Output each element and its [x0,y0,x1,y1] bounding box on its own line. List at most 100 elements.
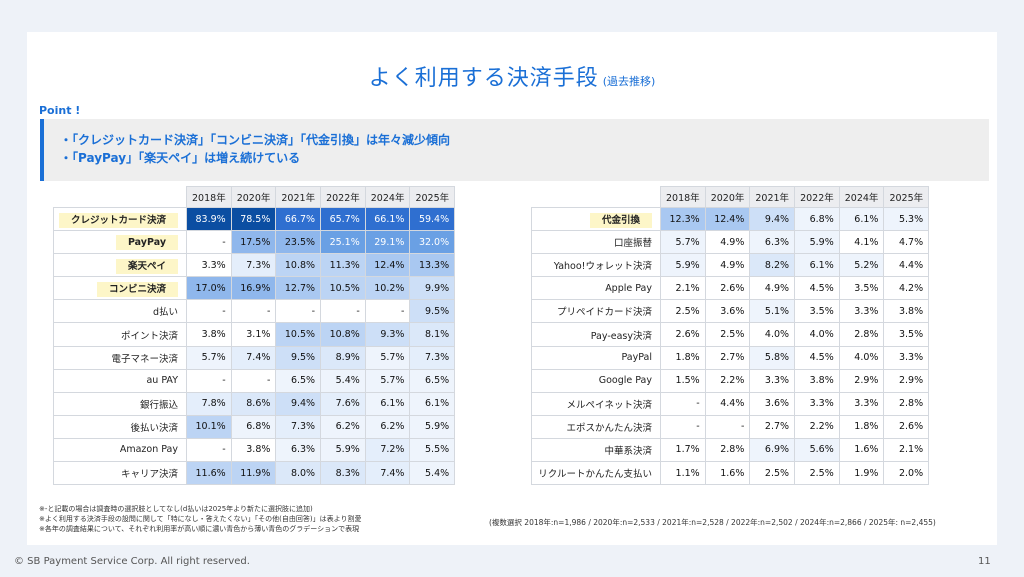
row-label-text: 楽天ペイ [116,259,179,275]
value-cell: 3.3% [794,391,840,416]
row-label: 代金引換 [531,206,661,232]
value-cell: 3.6% [749,391,796,416]
year-header: 2018年 [186,186,232,208]
row-label-text: クレジットカード決済 [59,213,179,229]
footnotes: ※-と記載の場合は調査時の選択肢としてなし(d払いは2025年より新たに選択肢に… [39,504,361,534]
value-cell: 3.3% [186,253,232,278]
value-cell: 2.8% [883,391,930,416]
value-cell: 5.7% [660,230,706,255]
value-cell: 6.8% [230,414,277,439]
table-row: 後払い決済 10.1% 6.8% 7.3% 6.2% 6.2% 5.9% [52,414,456,439]
table-row: 口座振替 5.7% 4.9% 6.3% 5.9% 4.1% 4.7% [531,230,930,255]
value-cell: 10.5% [275,322,322,347]
table-row: 銀行振込 7.8% 8.6% 9.4% 7.6% 6.1% 6.1% [52,391,456,416]
row-label-text: 後払い決済 [130,422,179,434]
value-cell: 6.5% [275,368,322,393]
value-cell: 2.5% [704,322,751,347]
value-cell: 8.6% [230,391,277,416]
point-box: 「クレジットカード決済」「コンビニ決済」「代金引換」は年々減少傾向 「PayPa… [40,119,989,181]
row-label: PayPay [52,230,188,255]
value-cell: 17.0% [186,276,232,301]
value-cell: 8.2% [749,253,796,278]
value-cell: 2.1% [660,276,706,301]
table-row: プリペイドカード決済 2.5% 3.6% 5.1% 3.5% 3.3% 3.8% [531,299,930,324]
value-cell: 1.8% [838,414,885,439]
value-cell: 4.0% [794,322,840,347]
year-header: 2021年 [275,186,322,208]
row-label: PayPal [531,345,661,370]
value-cell: 5.4% [320,368,366,393]
table-row: エポスかんたん決済 - -2.7% 2.2% 1.8% 2.6% [531,414,930,439]
value-cell: 1.5% [660,368,706,393]
row-label-text: Amazon Pay [119,444,179,456]
value-cell: 6.9% [749,437,796,463]
value-cell: - [186,299,232,324]
table-row: Apple Pay 2.1% 2.6% 4.9% 4.5% 3.5% 4.2% [531,276,930,301]
slide: よく利用する決済手段(過去推移) Point ! 「クレジットカード決済」「コン… [27,32,997,545]
value-cell: 66.1% [364,206,411,232]
value-cell: 7.4% [230,345,277,370]
row-label-text: 口座振替 [613,238,652,250]
value-cell: 29.1% [364,230,411,255]
header-corner [532,187,661,208]
row-label-text: 電子マネー決済 [111,353,179,365]
row-label-text: Yahoo!ウォレット決済 [553,261,652,273]
value-cell: 5.7% [186,345,232,370]
value-cell: 2.5% [660,299,706,324]
value-cell: 4.1% [838,230,885,255]
footnote: ※よく利用する決済手段の設問に関して「特になし・答えたくない」「その他(自由回答… [39,515,362,523]
value-cell: 7.4% [364,461,411,486]
value-cell: 25.1% [320,230,366,255]
value-cell: 13.3% [409,253,456,278]
value-cell: 9.5% [409,299,456,324]
row-label: キャリア決済 [52,461,188,486]
value-cell: 2.0% [883,461,930,486]
value-cell: 9.3% [364,322,411,347]
value-cell: 3.8% [186,322,232,347]
value-cell: 65.7% [320,206,366,232]
value-cell: 5.9% [660,253,706,278]
value-cell: 7.3% [409,345,456,370]
row-label: クレジットカード決済 [52,206,188,232]
year-header: 2020年 [230,186,277,208]
row-label-text: au PAY [146,375,179,387]
value-cell: 6.2% [320,414,366,439]
title-main: よく利用する決済手段 [368,66,599,91]
value-cell: 4.5% [794,345,840,370]
value-cell: 9.4% [275,391,322,416]
value-cell: 3.3% [838,391,885,416]
value-cell: 11.3% [320,253,366,278]
row-label-text: Apple Pay [605,282,652,294]
value-cell: 9.9% [409,276,456,301]
table-row: PayPay -17.5% 23.5% 25.1% 29.1% 32.0% [52,230,456,255]
left-payment-table: 2018年 2020年 2021年 2022年 2024年 2025年 クレジットカード決… [52,186,456,486]
value-cell: 5.5% [409,437,456,463]
value-cell: 4.9% [704,230,751,255]
value-cell: 8.1% [409,322,456,347]
value-cell: - [186,368,232,393]
table-row: d払い - - - - -9.5% [52,299,456,324]
value-cell: 9.4% [749,206,796,232]
value-cell: 6.2% [364,414,411,439]
value-cell: 6.5% [409,368,456,393]
value-cell: 2.2% [704,368,751,393]
right-payment-table: 2018年 2020年 2021年 2022年 2024年 2025年 代金引換 12.3%… [531,186,930,486]
copyright: © SB Payment Service Corp. All right res… [14,556,250,567]
value-cell: 10.2% [364,276,411,301]
table-row: クレジットカード決済 83.9% 78.5% 66.7% 65.7% 66.1% 59.4% [52,206,456,232]
header-corner [54,187,187,208]
value-cell: 6.1% [364,391,411,416]
row-label-text: エポスかんたん決済 [566,422,652,434]
value-cell: 1.9% [838,461,885,486]
row-label: リクルートかんたん支払い [531,461,661,486]
row-label-text: ポイント決済 [121,330,179,342]
value-cell: 5.1% [749,299,796,324]
table-row: Pay-easy決済 2.6% 2.5% 4.0% 4.0% 2.8% 3.5% [531,322,930,347]
row-label: 口座振替 [531,230,661,255]
point-item: 「PayPay」「楽天ペイ」は増え続けている [60,149,989,167]
value-cell: 11.9% [230,461,277,486]
value-cell: 8.9% [320,345,366,370]
year-header: 2024年 [364,186,411,208]
value-cell: 2.7% [749,414,796,439]
value-cell: 7.6% [320,391,366,416]
